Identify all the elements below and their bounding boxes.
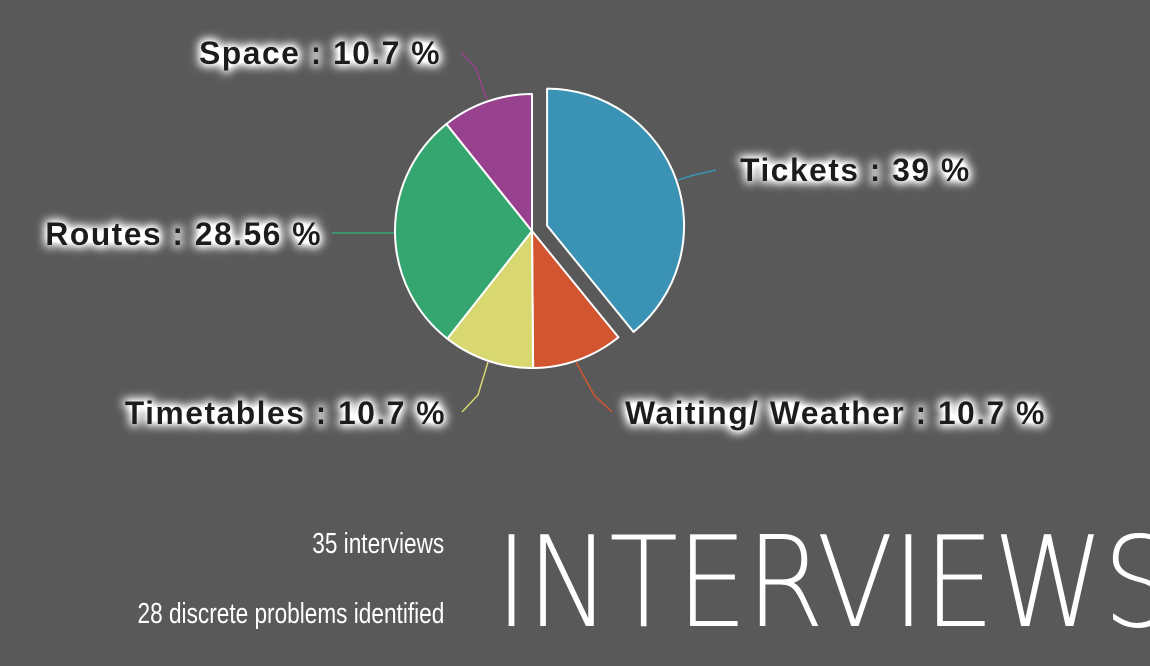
problem-count: 28 discrete problems identified xyxy=(137,598,444,630)
leader-line xyxy=(575,361,613,413)
leader-line xyxy=(461,361,489,413)
pie-slice-tickets xyxy=(546,87,686,333)
pie-slice-routes xyxy=(394,123,533,340)
pie-slice-space xyxy=(445,93,533,232)
leader-line xyxy=(460,51,488,101)
slice-labels: Tickets : 39 % Waiting/ Weather : 10.7 % T… xyxy=(45,35,1046,431)
slice-label: Tickets : 39 % xyxy=(740,152,971,188)
leader-lines xyxy=(332,51,717,413)
slice-label: Timetables : 10.7 % xyxy=(125,395,446,431)
pie-slice-timetables xyxy=(446,230,535,369)
slice-label: Space : 10.7 % xyxy=(199,35,441,71)
leader-line xyxy=(677,169,717,181)
pie-slices xyxy=(394,87,686,369)
pie-slice-waiting-weather xyxy=(531,230,620,369)
page-title: INTERVIEWS xyxy=(495,509,1150,656)
slice-label: Routes : 28.56 % xyxy=(45,216,322,252)
interview-count: 35 interviews xyxy=(311,528,444,560)
slice-label: Waiting/ Weather : 10.7 % xyxy=(625,395,1046,431)
